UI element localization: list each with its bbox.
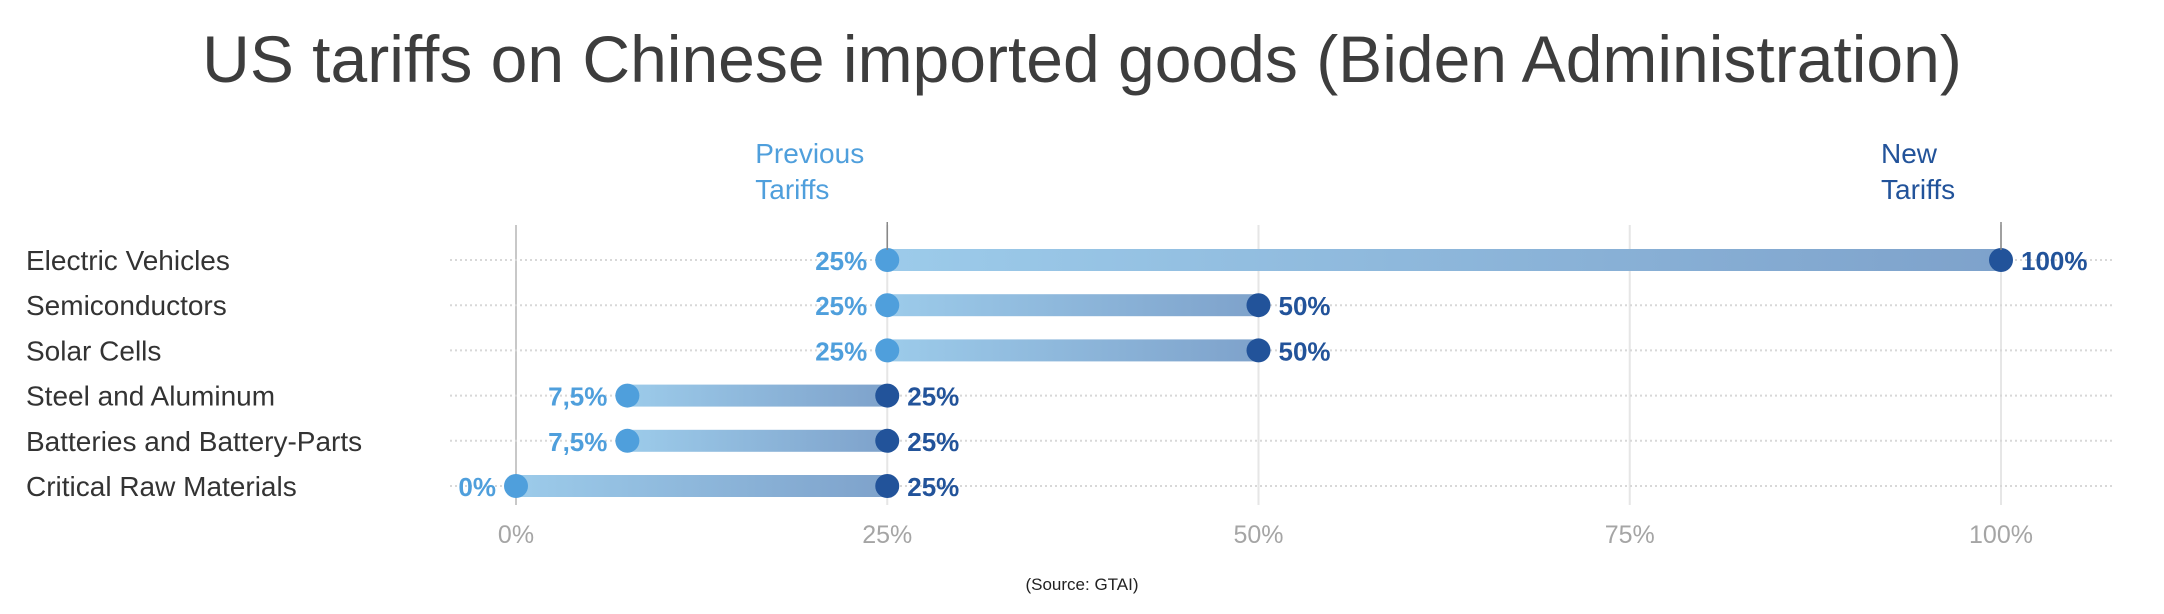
previous-tariff-dot [615,383,640,408]
category-label: Electric Vehicles [26,245,230,276]
new-value-label: 25% [907,382,959,412]
new-value-label: 100% [2021,246,2088,276]
new-tariff-dot [875,383,900,408]
category-label: Steel and Aluminum [26,381,275,412]
category-label: Solar Cells [26,335,161,366]
new-value-label: 50% [1279,291,1331,321]
previous-tariff-dot [615,428,640,453]
x-tick-label: 50% [1233,521,1283,549]
previous-value-label: 7,5% [548,427,607,457]
range-bar [627,384,888,407]
range-bar [887,249,2001,271]
previous-value-label: 25% [815,336,867,366]
category-label: Batteries and Battery-Parts [26,426,362,457]
x-tick-label: 25% [862,521,912,549]
chart-title: US tariffs on Chinese imported goods (Bi… [202,22,1962,96]
new-value-label: 50% [1279,336,1331,366]
new-tariff-dot [875,428,900,453]
category-label: Critical Raw Materials [26,471,297,502]
previous-tariff-dot [875,293,900,318]
new-value-label: 25% [907,427,959,457]
previous-value-label: 0% [458,472,496,502]
new-tariff-dot [1246,338,1271,363]
previous-tariff-dot [875,338,900,363]
range-bar [627,429,888,452]
x-tick-label: 0% [498,521,534,549]
source-note: (Source: GTAI) [1025,575,1138,594]
new-value-label: 25% [907,472,959,502]
previous-tariffs-header: Previous Tariffs [755,138,864,205]
new-tariff-dot [1989,248,2013,272]
previous-value-label: 25% [815,291,867,321]
previous-value-label: 25% [815,246,867,276]
new-tariff-dot [1246,293,1271,318]
x-tick-label: 75% [1605,521,1655,549]
range-bar [887,339,1259,362]
x-tick-label: 100% [1969,521,2033,549]
previous-tariff-dot [875,248,900,272]
range-bar [516,475,888,497]
new-tariff-dot [875,474,900,498]
previous-value-label: 7,5% [548,382,607,412]
range-bar [887,294,1259,317]
previous-tariff-dot [504,474,528,498]
new-tariffs-header: New Tariffs [1881,138,1955,205]
category-label: Semiconductors [26,290,227,321]
